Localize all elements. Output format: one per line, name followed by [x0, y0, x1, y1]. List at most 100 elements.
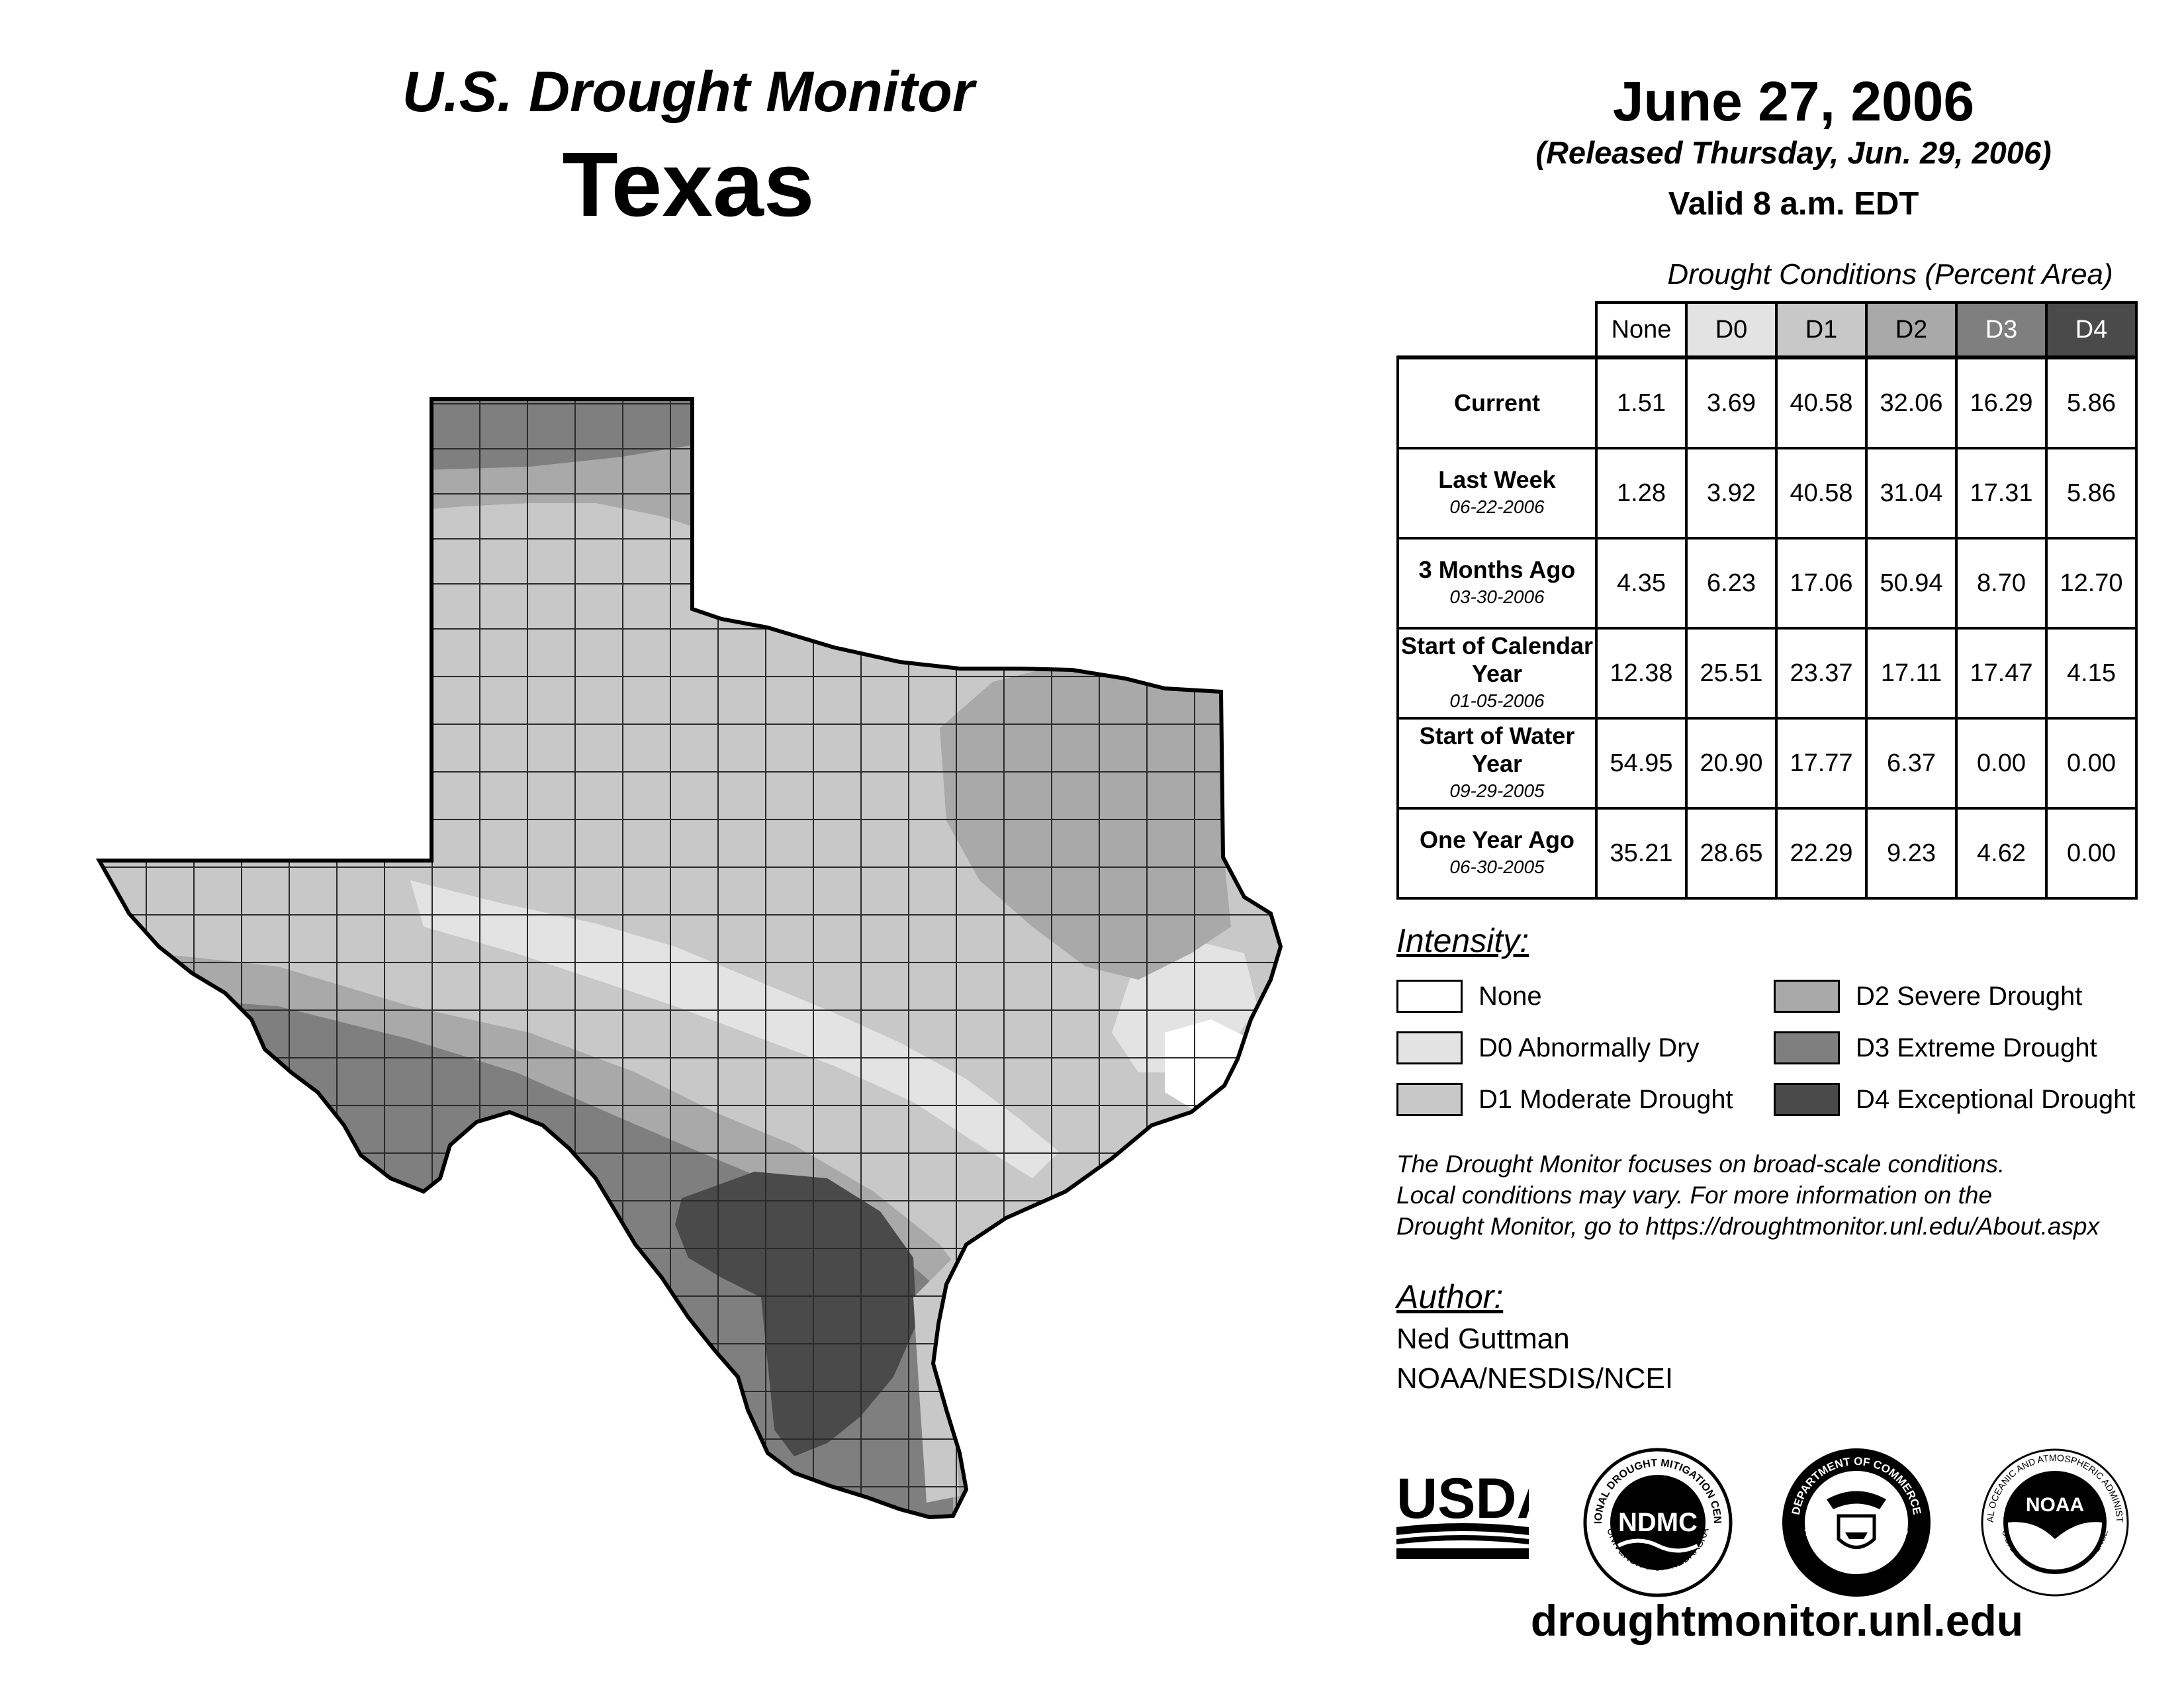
legend-swatch — [1774, 1083, 1840, 1116]
website-url[interactable]: droughtmonitor.unl.edu — [1530, 1596, 2024, 1645]
legend-title: Intensity: — [1396, 922, 1529, 959]
table-cell: 20.90 — [1685, 717, 1778, 810]
note-line: Local conditions may vary. For more info… — [1396, 1182, 1993, 1209]
gull-icon — [2008, 1522, 2102, 1570]
row-title: 3 Months Ago — [1418, 556, 1576, 583]
row-title: Start of Calendar Year — [1400, 632, 1594, 687]
d2-east — [940, 662, 1231, 980]
legend-swatch — [1396, 1031, 1463, 1064]
ndmc-logo-text: NDMC — [1618, 1508, 1698, 1537]
row-date: 03-30-2006 — [1449, 586, 1545, 607]
row-date: 06-30-2005 — [1449, 857, 1545, 877]
legend-item-d3: D3 Extreme Drought — [1774, 1031, 2097, 1064]
col-header-d3: D3 — [1955, 301, 2048, 359]
table-cell: 9.23 — [1865, 807, 1958, 900]
table-cell: 1.51 — [1595, 355, 1688, 449]
table-cell: 6.37 — [1865, 717, 1958, 810]
table-cell: 12.70 — [2045, 537, 2138, 630]
row-date: 06-22-2006 — [1449, 496, 1545, 517]
legend-label: D0 Abnormally Dry — [1479, 1033, 1700, 1062]
table-cell: 40.58 — [1775, 447, 1868, 539]
table-cell: 54.95 — [1595, 717, 1688, 810]
table-cell: 22.29 — [1775, 807, 1868, 900]
legend-label: D3 Extreme Drought — [1856, 1033, 2097, 1062]
table-row-start-water-year: Start of Water Year 09-29-2005 54.95 20.9… — [1396, 717, 2138, 810]
table-cell: 17.31 — [1955, 447, 2048, 539]
valid-time: Valid 8 a.m. EDT — [1668, 186, 1919, 222]
table-cell: 4.35 — [1595, 537, 1688, 630]
table-cell: 3.92 — [1685, 447, 1778, 539]
row-label: Start of Water Year 09-29-2005 — [1396, 717, 1598, 810]
legend-item-d2: D2 Severe Drought — [1774, 980, 2082, 1013]
table-cell: 5.86 — [2045, 355, 2138, 449]
table-cell: 4.62 — [1955, 807, 2048, 900]
drought-conditions-table: None D0 D1 D2 D3 D4 Current 1.51 3.69 40… — [1396, 301, 2138, 900]
table-cell: 5.86 — [2045, 447, 2138, 539]
table-row-one-year-ago: One Year Ago 06-30-2005 35.21 28.65 22.29… — [1396, 807, 2138, 900]
table-row-last-week: Last Week 06-22-2006 1.28 3.92 40.58 31.0… — [1396, 447, 2138, 539]
row-title: Current — [1453, 389, 1540, 416]
texas-drought-map — [95, 397, 1283, 1520]
author-name: Ned Guttman — [1396, 1323, 1570, 1355]
usda-logo-text: USDA — [1396, 1467, 1529, 1530]
legend-swatch — [1774, 1031, 1840, 1064]
row-title: Last Week — [1438, 466, 1556, 493]
legend-swatch — [1396, 1083, 1463, 1116]
table-row-current: Current 1.51 3.69 40.58 32.06 16.29 5.86 — [1396, 355, 2138, 449]
row-title: Start of Water Year — [1419, 722, 1575, 777]
table-cell: 17.06 — [1775, 537, 1868, 630]
table-cell: 4.15 — [2045, 627, 2138, 720]
table-row-start-calendar-year: Start of Calendar Year 01-05-2006 12.38 2… — [1396, 627, 2138, 720]
table-row-3-months-ago: 3 Months Ago 03-30-2006 4.35 6.23 17.06 5… — [1396, 537, 2138, 630]
table-cell: 17.77 — [1775, 717, 1868, 810]
row-date: 01-05-2006 — [1449, 690, 1545, 711]
legend-item-none: None — [1396, 980, 1542, 1013]
legend-swatch — [1396, 980, 1463, 1013]
legend-item-d1: D1 Moderate Drought — [1396, 1083, 1733, 1116]
state-outline — [95, 397, 1283, 1520]
row-label: Last Week 06-22-2006 — [1396, 447, 1598, 539]
row-label: One Year Ago 06-30-2005 — [1396, 807, 1598, 900]
table-cell: 8.70 — [1955, 537, 2048, 630]
table-cell: 17.11 — [1865, 627, 1958, 720]
table-cell: 35.21 — [1595, 807, 1688, 900]
col-header-none: None — [1595, 301, 1688, 359]
table-header-row: None D0 D1 D2 D3 D4 — [1398, 301, 2138, 359]
table-cell: 12.38 — [1595, 627, 1688, 720]
county-lines — [99, 399, 1281, 1517]
noaa-logo: NATIONAL OCEANIC AND ATMOSPHERIC ADMINIS… — [1979, 1446, 2129, 1597]
row-date: 09-29-2005 — [1449, 780, 1545, 801]
col-header-d4: D4 — [2045, 301, 2138, 359]
author-title: Author: — [1396, 1278, 1504, 1315]
table-cell: 0.00 — [1955, 717, 2048, 810]
d0-band — [410, 880, 1059, 1178]
d3-panhandle — [424, 399, 702, 470]
col-header-d1: D1 — [1775, 301, 1868, 359]
table-cell: 25.51 — [1685, 627, 1778, 720]
table-cell: 0.00 — [2045, 807, 2138, 900]
usda-logo: USDA — [1396, 1467, 1529, 1559]
table-cell: 28.65 — [1685, 807, 1778, 900]
col-header-d0: D0 — [1685, 301, 1778, 359]
row-label: 3 Months Ago 03-30-2006 — [1396, 537, 1598, 630]
table-cell: 23.37 — [1775, 627, 1868, 720]
author-organization: NOAA/NESDIS/NCEI — [1396, 1362, 1674, 1395]
table-cell: 6.23 — [1685, 537, 1778, 630]
state-title: Texas — [562, 134, 815, 236]
col-header-d2: D2 — [1865, 301, 1958, 359]
legend-item-d0: D0 Abnormally Dry — [1396, 1031, 1699, 1064]
shield-icon — [1837, 1514, 1876, 1549]
d4-south — [675, 1172, 917, 1456]
table-cell: 17.47 — [1955, 627, 2048, 720]
map-date: June 27, 2006 — [1612, 70, 1975, 132]
table-cell: 3.69 — [1685, 355, 1778, 449]
table-cell: 50.94 — [1865, 537, 1958, 630]
table-cell: 32.06 — [1865, 355, 1958, 449]
legend-label: D1 Moderate Drought — [1479, 1084, 1733, 1114]
commerce-seal: DEPARTMENT OF COMMERCE UNITED STATES OF … — [1780, 1446, 1931, 1597]
row-label: Start of Calendar Year 01-05-2006 — [1396, 627, 1598, 720]
table-cell: 16.29 — [1955, 355, 2048, 449]
table-caption: Drought Conditions (Percent Area) — [1667, 258, 2113, 291]
disclaimer-note: The Drought Monitor focuses on broad-sca… — [1396, 1149, 2177, 1242]
note-line: Drought Monitor, go to https://droughtmo… — [1396, 1213, 2099, 1240]
